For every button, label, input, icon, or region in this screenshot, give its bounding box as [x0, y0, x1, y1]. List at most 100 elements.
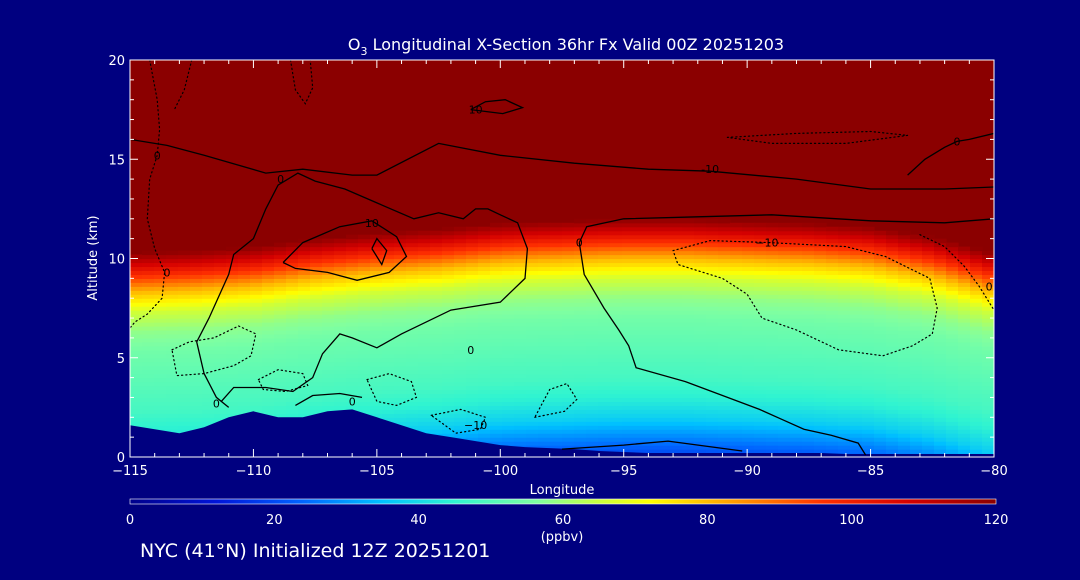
heatmap-cell — [394, 286, 407, 291]
heatmap-cell — [166, 421, 179, 426]
heatmap-cell — [190, 270, 203, 275]
heatmap-cell — [982, 318, 994, 323]
heatmap-cell — [394, 266, 407, 272]
heatmap-cell — [778, 242, 791, 248]
heatmap-cell — [478, 258, 491, 264]
heatmap-cell — [262, 278, 275, 283]
heatmap-cell — [778, 353, 791, 359]
heatmap-cell — [430, 385, 443, 391]
heatmap-cell — [526, 266, 539, 272]
heatmap-cell — [874, 306, 887, 311]
heatmap-cell — [670, 425, 683, 430]
heatmap-cell — [814, 314, 827, 319]
heatmap-cell — [826, 409, 839, 414]
heatmap-cell — [514, 437, 527, 442]
heatmap-cell — [166, 393, 179, 399]
heatmap-cell — [634, 353, 647, 359]
heatmap-cell — [706, 405, 719, 410]
heatmap-cell — [130, 341, 143, 347]
heatmap-cell — [826, 314, 839, 319]
heatmap-cell — [730, 425, 743, 430]
heatmap-cell — [370, 310, 383, 315]
heatmap-cell — [874, 341, 887, 347]
heatmap-cell — [550, 413, 563, 418]
heatmap-cell — [502, 238, 515, 244]
heatmap-cell — [526, 306, 539, 311]
heatmap-cell — [778, 314, 791, 319]
heatmap-cell — [562, 361, 575, 367]
heatmap-cell — [862, 437, 875, 442]
heatmap-cell — [370, 409, 383, 414]
heatmap-cell — [658, 258, 671, 264]
heatmap-cell — [214, 314, 227, 319]
heatmap-cell — [574, 433, 587, 438]
heatmap-cell — [886, 369, 899, 375]
heatmap-cell — [862, 262, 875, 268]
heatmap-cell — [706, 286, 719, 291]
heatmap-cell — [970, 445, 983, 450]
heatmap-cell — [346, 310, 359, 315]
heatmap-cell — [274, 325, 287, 331]
heatmap-cell — [538, 234, 551, 240]
heatmap-cell — [886, 449, 899, 454]
heatmap-cell — [514, 314, 527, 319]
heatmap-cell — [190, 314, 203, 319]
heatmap-cell — [970, 377, 983, 383]
heatmap-cell — [826, 445, 839, 450]
heatmap-cell — [922, 322, 935, 327]
heatmap-cell — [490, 314, 503, 319]
heatmap-cell — [358, 397, 371, 403]
heatmap-cell — [778, 254, 791, 260]
heatmap-cell — [322, 361, 335, 367]
heatmap-cell — [310, 397, 323, 403]
heatmap-cell — [322, 262, 335, 268]
heatmap-cell — [502, 314, 515, 319]
heatmap-cell — [658, 238, 671, 244]
heatmap-cell — [682, 377, 695, 383]
heatmap-cell — [958, 449, 971, 454]
heatmap-cell — [358, 282, 371, 287]
heatmap-cell — [550, 433, 563, 438]
heatmap-cell — [946, 310, 959, 315]
heatmap-cell — [658, 266, 671, 272]
heatmap-cell — [862, 377, 875, 383]
heatmap-cell — [874, 373, 887, 379]
heatmap-cell — [394, 302, 407, 307]
heatmap-cell — [490, 329, 503, 335]
heatmap-cell — [358, 242, 371, 248]
heatmap-cell — [790, 425, 803, 430]
heatmap-cell — [466, 425, 479, 430]
heatmap-cell — [934, 318, 947, 323]
heatmap-cell — [910, 254, 923, 260]
heatmap-cell — [262, 361, 275, 367]
heatmap-cell — [898, 254, 911, 260]
heatmap-cell — [874, 421, 887, 426]
heatmap-cell — [814, 361, 827, 367]
heatmap-cell — [430, 421, 443, 426]
heatmap-cell — [886, 234, 899, 240]
heatmap-cell — [178, 365, 191, 371]
heatmap-cell — [826, 250, 839, 256]
heatmap-cell — [754, 361, 767, 367]
heatmap-cell — [766, 266, 779, 272]
heatmap-cell — [214, 365, 227, 371]
heatmap-cell — [514, 274, 527, 279]
heatmap-cell — [826, 389, 839, 395]
heatmap-cell — [874, 246, 887, 252]
heatmap-cell — [598, 437, 611, 442]
heatmap-cell — [274, 282, 287, 287]
heatmap-cell — [466, 329, 479, 335]
heatmap-cell — [562, 274, 575, 279]
heatmap-cell — [442, 318, 455, 323]
heatmap-cell — [238, 365, 251, 371]
heatmap-cell — [154, 278, 167, 283]
heatmap-cell — [886, 417, 899, 422]
heatmap-cell — [802, 226, 815, 232]
heatmap-cell — [538, 258, 551, 264]
heatmap-cell — [790, 433, 803, 438]
heatmap-cell — [250, 254, 263, 260]
heatmap-cell — [946, 337, 959, 343]
heatmap-cell — [178, 306, 191, 311]
heatmap-cell — [478, 310, 491, 315]
heatmap-cell — [238, 246, 251, 252]
